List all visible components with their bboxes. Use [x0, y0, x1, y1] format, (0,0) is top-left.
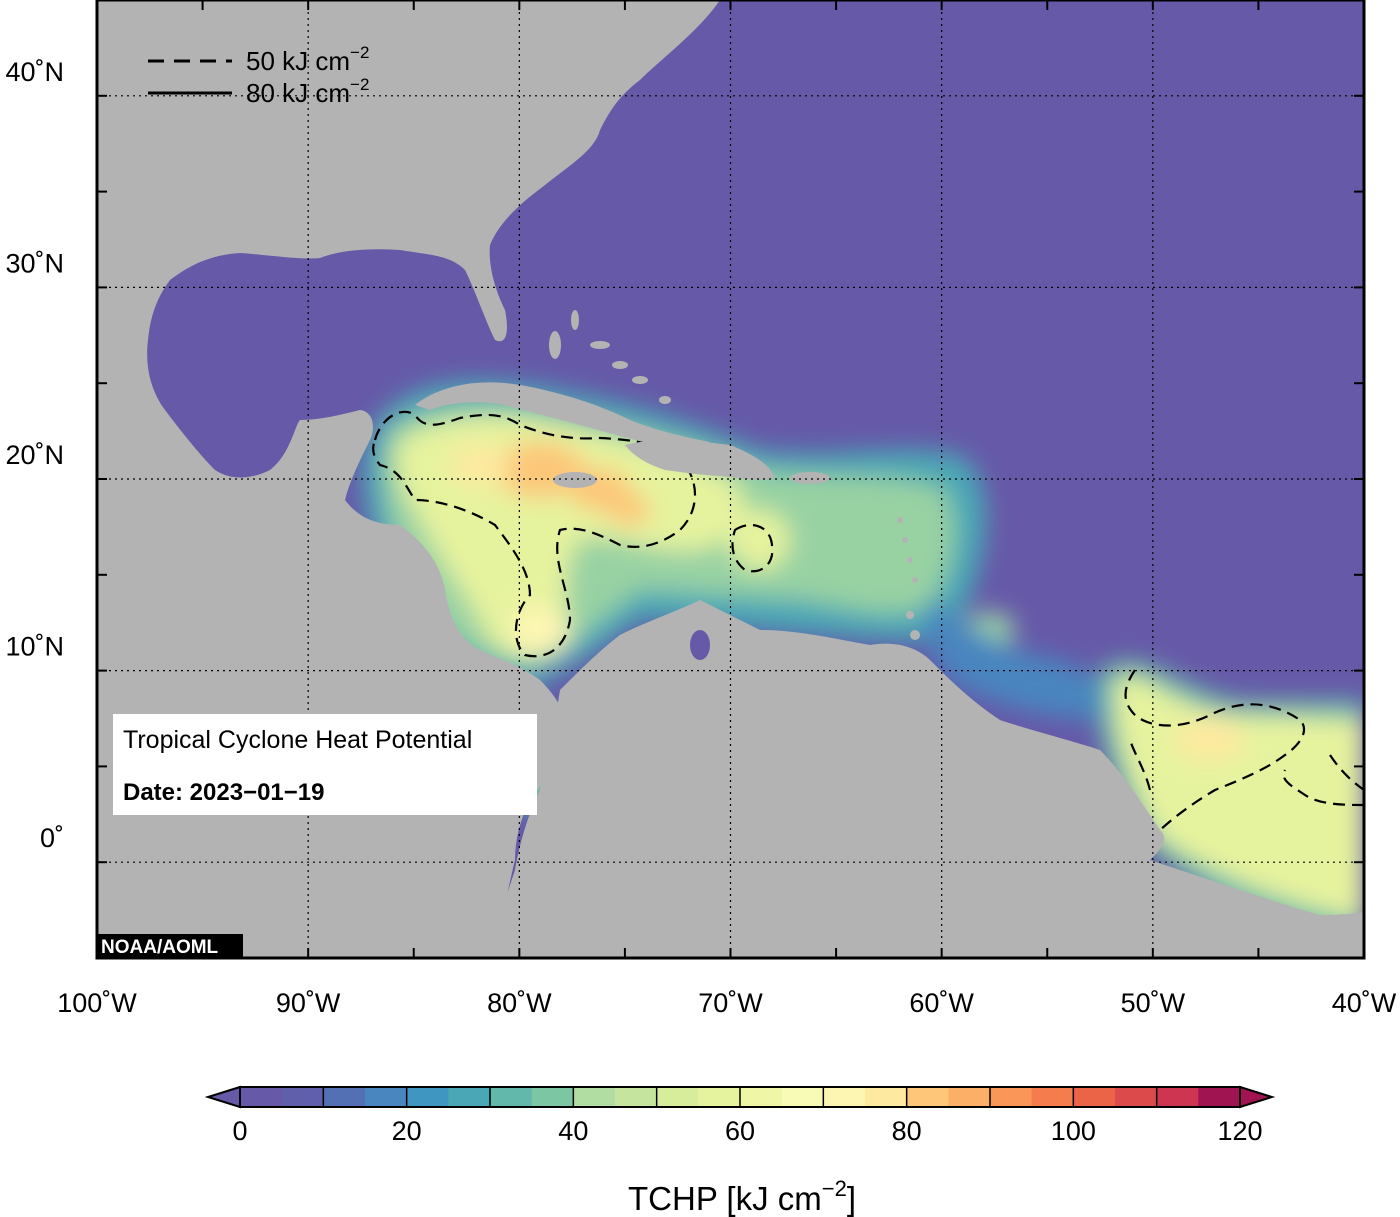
credit-badge: NOAA/AOML [97, 934, 243, 958]
colorbar-segment [656, 1087, 699, 1107]
colorbar-tick-label: 0 [232, 1116, 247, 1146]
lesser-antilles [897, 517, 920, 640]
colorbar-tick-label: 120 [1217, 1116, 1262, 1146]
colorbar-segment [615, 1087, 658, 1107]
colorbar-segment [865, 1087, 908, 1107]
cuba [415, 382, 710, 447]
lat-tick-label: 10˚N [5, 632, 64, 662]
colorbar-segment [1073, 1087, 1116, 1107]
info-box: Tropical Cyclone Heat Potential Date: 20… [113, 714, 537, 815]
colorbar-segment [490, 1087, 533, 1107]
colorbar-segment [448, 1087, 491, 1107]
colorbar-segment [531, 1087, 574, 1107]
colorbar-segment [1031, 1087, 1074, 1107]
colorbar-tick-label: 60 [725, 1116, 755, 1146]
lat-tick-label: 30˚N [5, 248, 64, 278]
colorbar-segment [323, 1087, 366, 1107]
colorbar-segment [573, 1087, 616, 1107]
contour-legend: 50 kJ cm−2 80 kJ cm−2 [148, 43, 369, 108]
lat-tick-label: 40˚N [5, 57, 64, 87]
puerto-rico [790, 472, 830, 484]
legend-80-label: 80 kJ cm−2 [246, 75, 369, 108]
lon-tick-label: 50˚W [1121, 988, 1186, 1018]
colorbar [204, 1085, 1276, 1109]
colorbar-tick-label: 100 [1051, 1116, 1096, 1146]
galapagos [279, 854, 309, 870]
lon-tick-label: 60˚W [909, 988, 974, 1018]
colorbar-segment [823, 1087, 866, 1107]
colorbar-under-arrow [204, 1085, 241, 1109]
legend-50-label: 50 kJ cm−2 [246, 43, 369, 76]
map-panel [97, 0, 1364, 958]
info-date: Date: 2023−01−19 [123, 779, 325, 806]
colorbar-tick-label: 40 [558, 1116, 588, 1146]
colorbar-segment [698, 1087, 741, 1107]
colorbar-segment [990, 1087, 1033, 1107]
colorbar-tick-label: 80 [892, 1116, 922, 1146]
lon-tick-label: 90˚W [276, 988, 341, 1018]
colorbar-segment [1156, 1087, 1199, 1107]
south-america [490, 600, 1364, 958]
colorbar-tick-label: 20 [392, 1116, 422, 1146]
longitude-labels: 100˚W 90˚W 80˚W 70˚W 60˚W 50˚W 40˚W [57, 988, 1397, 1018]
contour-50 [97, 410, 1364, 851]
colorbar-segment [1198, 1087, 1241, 1107]
lon-tick-label: 70˚W [698, 988, 763, 1018]
colorbar-segment [948, 1087, 991, 1107]
colorbar-over-arrow [1239, 1085, 1276, 1109]
colorbar-segment [240, 1087, 283, 1107]
lat-tick-label: 0˚ [40, 823, 64, 853]
colorbar-tick-labels: 0 20 40 60 80 100 120 [232, 1116, 1262, 1146]
lon-tick-label: 100˚W [57, 988, 137, 1018]
lat-tick-label: 20˚N [5, 440, 64, 470]
colorbar-segment [906, 1087, 949, 1107]
colorbar-segment [781, 1087, 824, 1107]
lake-maracaibo [690, 630, 710, 660]
jamaica [553, 472, 597, 488]
colorbar-segment [365, 1087, 408, 1107]
colorbar-segment [740, 1087, 783, 1107]
bahamas [549, 310, 671, 404]
colorbar-segment [1115, 1087, 1158, 1107]
hispaniola [625, 440, 775, 480]
colorbar-title: TCHP [kJ cm−2] [628, 1176, 856, 1217]
latitude-labels: 40˚N 30˚N 20˚N 10˚N 0˚ [5, 57, 64, 853]
info-title: Tropical Cyclone Heat Potential [123, 726, 472, 754]
colorbar-segment [281, 1087, 324, 1107]
lon-tick-label: 80˚W [487, 988, 552, 1018]
credit-text: NOAA/AOML [101, 937, 219, 958]
lon-tick-label: 40˚W [1332, 988, 1397, 1018]
colorbar-segment [406, 1087, 449, 1107]
